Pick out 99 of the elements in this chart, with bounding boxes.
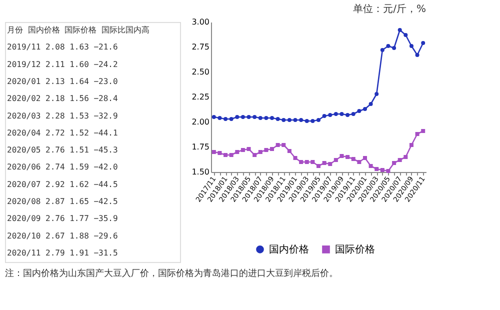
point — [246, 115, 251, 119]
point — [270, 147, 274, 151]
point — [240, 148, 245, 152]
text: 单位：元/斤，% — [353, 3, 426, 15]
point — [264, 148, 268, 152]
text: 2020/09 2.76 1.77 −35.9 — [7, 214, 118, 224]
point — [299, 118, 304, 122]
point — [334, 112, 338, 116]
text: 月份 国内价格 国际价格 国际比国内高 — [7, 26, 150, 35]
text: 2019/11 2.08 1.63 −21.6 — [7, 42, 118, 52]
point — [404, 33, 408, 37]
point — [386, 44, 390, 48]
point — [374, 167, 379, 171]
point — [235, 150, 240, 154]
text: 2020/04 2.72 1.52 −44.1 — [7, 128, 118, 138]
point — [351, 112, 356, 116]
point — [409, 44, 414, 48]
point — [276, 117, 280, 121]
point — [218, 116, 222, 120]
point — [398, 28, 402, 32]
point — [316, 118, 320, 122]
point — [415, 132, 420, 136]
point — [252, 153, 257, 157]
point — [310, 160, 315, 164]
point — [351, 157, 356, 161]
point — [398, 158, 402, 162]
text: 2020/06 2.74 1.59 −42.0 — [7, 162, 118, 172]
point — [299, 160, 304, 164]
point — [340, 154, 344, 158]
point — [310, 119, 315, 123]
point — [282, 118, 286, 122]
point — [421, 129, 426, 133]
point — [322, 161, 326, 165]
point — [374, 92, 379, 96]
point — [304, 160, 309, 164]
point — [252, 115, 257, 119]
text: 2020/05 2.76 1.51 −45.3 — [7, 146, 118, 155]
y-tick-label: 1.75 — [192, 142, 210, 152]
point — [346, 113, 350, 117]
point — [293, 118, 298, 122]
point — [421, 41, 426, 45]
text: 注：国内价格为山东国产大豆入厂价，国际价格为青岛港口的进口大豆到岸税后价。 — [5, 268, 338, 279]
y-tick-label: 2.75 — [192, 42, 210, 52]
point — [380, 168, 384, 172]
point — [229, 117, 234, 121]
point — [264, 116, 268, 120]
point — [316, 164, 320, 168]
text: 2020/02 2.18 1.56 −28.4 — [7, 94, 118, 104]
point — [392, 161, 396, 165]
legend-label: 国内价格 — [269, 243, 309, 256]
point — [240, 115, 245, 119]
point — [235, 115, 240, 119]
text: 2020/03 2.28 1.53 −32.9 — [7, 111, 118, 120]
point — [346, 155, 350, 159]
y-tick-label: 1.50 — [192, 168, 210, 176]
text: 2020/10 2.67 1.88 −29.6 — [7, 231, 118, 240]
point — [357, 109, 362, 113]
point — [368, 164, 373, 168]
point — [282, 143, 286, 147]
point — [392, 46, 396, 50]
point — [246, 147, 251, 151]
point — [334, 158, 338, 162]
point — [404, 155, 408, 159]
text: 2020/07 2.92 1.62 −44.5 — [7, 180, 118, 189]
point — [340, 112, 344, 116]
legend-label: 国际价格 — [335, 243, 375, 256]
point — [362, 156, 367, 160]
point — [229, 153, 234, 157]
text: 2020/01 2.13 1.64 −23.0 — [7, 77, 118, 86]
point — [218, 151, 222, 155]
y-tick-label: 2.50 — [192, 68, 210, 76]
point — [409, 143, 414, 147]
point — [224, 153, 228, 157]
point — [415, 53, 420, 57]
point — [258, 150, 262, 154]
point — [304, 119, 309, 123]
text: 2020/11 2.79 1.91 −31.5 — [7, 248, 118, 258]
point — [287, 118, 292, 122]
y-tick-label: 2.25 — [192, 92, 210, 102]
text: 2019/12 2.11 1.60 −24.2 — [7, 60, 118, 69]
point — [386, 169, 390, 173]
point — [322, 114, 326, 118]
point — [368, 102, 373, 106]
point — [362, 107, 367, 111]
y-tick-label: 3.00 — [192, 18, 210, 26]
point — [328, 113, 332, 117]
point — [224, 117, 228, 121]
point — [212, 115, 216, 119]
point — [328, 162, 332, 166]
point — [270, 116, 274, 120]
point — [276, 143, 280, 147]
point — [380, 48, 384, 52]
point — [357, 160, 362, 164]
point — [293, 156, 298, 160]
y-tick-label: 2.00 — [192, 118, 210, 126]
text: 2020/08 2.87 1.65 −42.5 — [7, 197, 118, 206]
point — [212, 150, 216, 154]
point — [287, 149, 292, 153]
point — [258, 116, 262, 120]
